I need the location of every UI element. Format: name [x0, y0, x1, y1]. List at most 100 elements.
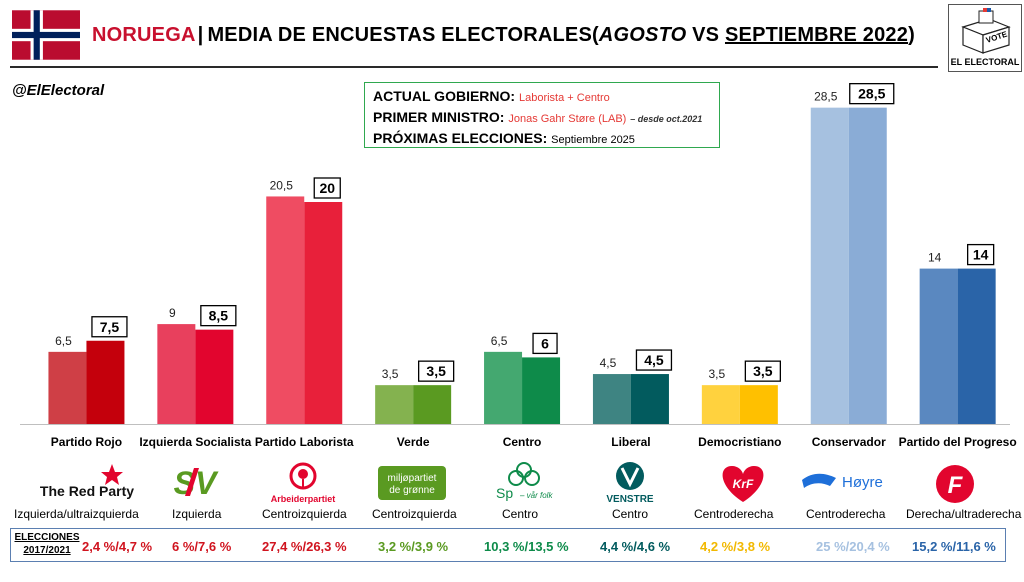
norway-flag [12, 10, 80, 60]
mdg-logo-line2: de grønne [389, 485, 435, 496]
next-election-value: Septiembre 2025 [551, 134, 635, 146]
pm-value: Jonas Gahr Støre (LAB) [508, 113, 627, 125]
hoyre-arrow-icon: Høyre [802, 473, 883, 491]
hoyre-logo-text: Høyre [842, 474, 883, 491]
government-info-box: ACTUAL GOBIERNO: Laborista + Centro PRIM… [364, 82, 720, 148]
bar-label-box [967, 243, 995, 266]
bar-label-box [91, 316, 128, 338]
bar-label-prev: 14 [928, 251, 942, 265]
bar-prev [375, 385, 414, 424]
title-separator: | [197, 24, 204, 46]
ballot-box-icon: VOTE [961, 8, 1011, 54]
result-sv: 6 %/7,6 % [172, 539, 232, 554]
category-label: Democristiano [698, 435, 781, 449]
logo-label: EL ELECTORAL [950, 57, 1020, 67]
bar-label-box [532, 332, 558, 355]
bar-label-prev: 6,5 [491, 334, 508, 348]
pm-label: PRIMER MINISTRO: [373, 109, 505, 125]
bar-label-box [417, 360, 455, 382]
venstre-logo-text: VENSTRE [606, 494, 654, 505]
bar-label-prev: 6,5 [55, 334, 72, 348]
bar-label-box [200, 304, 237, 327]
mdg-logo-line1: miljøpartiet [388, 473, 437, 484]
party-logo-sp: Sp – vår folk [482, 460, 566, 506]
bar-label-curr: 4,5 [644, 352, 664, 368]
category-label: Partido Laborista [255, 435, 354, 449]
bar-label-curr: 14 [973, 247, 989, 263]
title-current-month: SEPTIEMBRE 2022 [724, 24, 909, 46]
result-centro: 10,3 %/13,5 % [484, 539, 569, 554]
bar-curr [86, 340, 125, 424]
result-rojo: 2,4 %/4,7 % [82, 539, 153, 554]
red-star-icon: The Red Party [40, 464, 134, 499]
category-label: Izquierda Socialista [139, 435, 251, 449]
page-title: NORUEGA | MEDIA DE ENCUESTAS ELECTORALES(A… [92, 24, 915, 58]
category-label: Centro [503, 435, 542, 449]
result-verde: 3,2 %/3,9 % [378, 539, 449, 554]
pm-since: – desde oct.2021 [630, 114, 703, 124]
rose-icon: Arbeiderpartiet [271, 462, 335, 504]
bar-label-box [849, 83, 895, 105]
bar-label-curr: 3,5 [426, 363, 446, 379]
results-label-line1: ELECCIONES [14, 532, 80, 543]
bar-label-curr: 28,5 [858, 86, 885, 102]
bar-label-curr: 6 [541, 335, 549, 351]
title-vs: VS [686, 24, 725, 46]
title-main: MEDIA DE ENCUESTAS ELECTORALES [207, 24, 592, 46]
bar-prev [48, 351, 87, 424]
election-results-box [10, 528, 1006, 562]
gov-label: ACTUAL GOBIERNO: [373, 88, 516, 104]
bar-label-curr: 8,5 [209, 308, 229, 324]
results-label-line2: 2017/2021 [23, 545, 71, 556]
title-paren-open: ( [592, 24, 599, 46]
sv-logo-icon: SV [174, 465, 219, 501]
category-label: Partido del Progreso [899, 435, 1017, 449]
ideology-conservador: Centroderecha [806, 507, 886, 521]
twitter-handle: @ElElectoral [12, 82, 105, 99]
bar-curr [630, 374, 669, 424]
bar-label-curr: 7,5 [100, 319, 120, 335]
bar-curr [522, 357, 561, 424]
gov-value: Laborista + Centro [518, 92, 610, 104]
bar-curr [957, 268, 996, 424]
venstre-v-icon: VENSTRE [606, 462, 654, 505]
bar-prev [592, 374, 631, 424]
party-logo-hoyre: Høyre [796, 460, 900, 506]
party-logo-sv: SV [150, 460, 240, 506]
category-label: Conservador [812, 435, 886, 449]
bar-label-curr: 20 [319, 180, 335, 196]
bar-label-prev: 3,5 [709, 367, 726, 381]
frp-logo-icon: F [936, 465, 974, 503]
result-lab: 27,4 %/26,3 % [262, 539, 347, 554]
sp-logo-text: Sp [496, 485, 513, 501]
title-underline [10, 66, 938, 68]
bar-curr [304, 202, 343, 424]
krf-logo-text: KrF [733, 477, 754, 491]
mdg-leaf-icon: miljøpartiet de grønne [378, 466, 446, 500]
bar-label-prev: 4,5 [600, 356, 617, 370]
category-label: Partido Rojo [51, 435, 122, 449]
party-logo-lab: Arbeiderpartiet [258, 460, 348, 506]
result-conservador: 25 %/20,4 % [816, 539, 890, 554]
bar-curr [413, 385, 452, 424]
krf-heart-icon: KrF [722, 466, 764, 502]
party-logo-venstre: VENSTRE [590, 460, 670, 506]
bar-curr [848, 107, 887, 425]
title-prev-month: AGOSTO [598, 24, 687, 46]
clover-icon: Sp – vår folk [496, 462, 553, 501]
ideology-liberal: Centro [612, 507, 649, 521]
bar-label-box [313, 177, 341, 199]
result-progreso: 15,2 %/11,6 % [912, 539, 996, 554]
title-paren-close: ) [908, 24, 915, 46]
bar-curr [195, 329, 234, 424]
ideology-verde: Centroizquierda [372, 507, 457, 521]
party-logo-frp: F [930, 460, 980, 506]
ideology-centro: Centro [502, 507, 539, 521]
bar-label-box [635, 349, 673, 371]
party-logo-krf: KrF [708, 460, 778, 506]
ideology-rojo: Izquierda/ultraizquierda [14, 507, 139, 521]
sp-logo-tag: – vår folk [519, 491, 553, 500]
next-election-label: PRÓXIMAS ELECCIONES: [373, 130, 548, 146]
result-democristiano: 4,2 %/3,8 % [700, 539, 771, 554]
